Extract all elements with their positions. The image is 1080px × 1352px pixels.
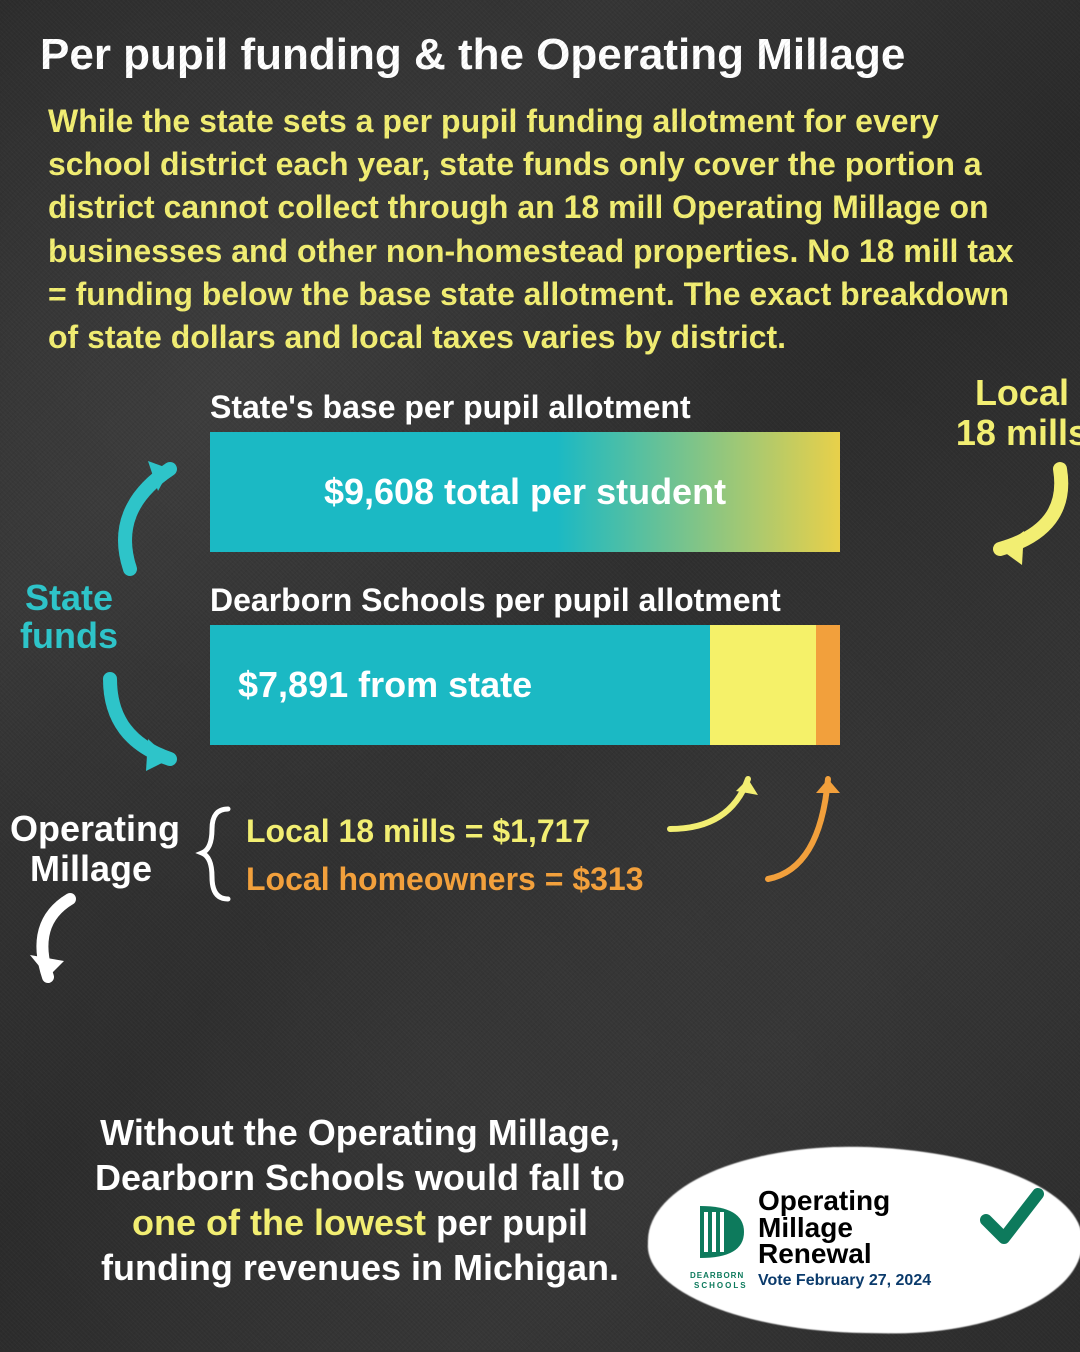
bottom-line2: Dearborn Schools would fall to: [95, 1157, 625, 1198]
logo-small-bottom: SCHOOLS: [694, 1281, 748, 1290]
bar2: $7,891 from state: [210, 625, 840, 745]
operating-millage-label: Operating Millage: [10, 809, 180, 888]
logo-box: DEARBORN SCHOOLS Operating Millage Renew…: [680, 1170, 1050, 1310]
arrow-opmillage-down-icon: [20, 893, 100, 993]
bottom-highlight: one of the lowest: [132, 1202, 426, 1243]
bottom-line1: Without the Operating Millage,: [100, 1112, 620, 1153]
bottom-text: Without the Operating Millage, Dearborn …: [30, 1110, 690, 1290]
breakdown-mills: Local 18 mills = $1,717: [246, 807, 644, 855]
local-mills-text: Local18 mills: [956, 372, 1080, 453]
state-funds-text: Statefunds: [20, 577, 118, 656]
state-funds-label: Statefunds: [20, 579, 118, 655]
page-title: Per pupil funding & the Operating Millag…: [0, 0, 1080, 90]
intro-paragraph: While the state sets a per pupil funding…: [0, 90, 1080, 379]
breakdown-homeowners: Local homeowners = $313: [246, 855, 644, 903]
arrow-local-to-bar1-icon: [960, 459, 1080, 579]
logo-text-block: Operating Millage Renewal Vote February …: [758, 1188, 931, 1290]
bar2-row: $7,891 from state: [210, 625, 1040, 745]
logo-line1: Operating: [758, 1188, 931, 1215]
bar2-state-segment: $7,891 from state: [210, 625, 710, 745]
logo-content: DEARBORN SCHOOLS Operating Millage Renew…: [680, 1170, 1050, 1300]
logo-small-top: DEARBORN: [690, 1271, 744, 1280]
arrow-home-to-segment-icon: [760, 769, 860, 889]
chart-area: State's base per pupil allotment $9,608 …: [0, 379, 1080, 939]
bar1: $9,608 total per student: [210, 432, 840, 552]
arrow-state-to-bar1-icon: [100, 449, 210, 579]
logo-vote: Vote February 27, 2024: [758, 1272, 931, 1290]
local-mills-label: Local18 mills: [956, 373, 1080, 452]
curly-brace-icon: [198, 805, 238, 905]
bar2-label: Dearborn Schools per pupil allotment: [210, 582, 1040, 619]
dearborn-d-icon: DEARBORN SCHOOLS: [694, 1200, 750, 1278]
bar1-row: $9,608 total per student: [210, 432, 1040, 552]
bottom-line4: funding revenues in Michigan.: [101, 1247, 619, 1288]
checkmark-icon: [980, 1186, 1044, 1250]
bar2-homeowner-segment: [816, 625, 840, 745]
breakdown-lines: Local 18 mills = $1,717 Local homeowners…: [246, 807, 644, 903]
logo-line2: Millage: [758, 1215, 931, 1242]
bar1-label: State's base per pupil allotment: [210, 389, 1040, 426]
bar2-mills-segment: [710, 625, 816, 745]
bottom-line3-rest: per pupil: [426, 1202, 588, 1243]
arrow-state-to-bar2-icon: [90, 669, 210, 779]
logo-line3: Renewal: [758, 1241, 931, 1268]
